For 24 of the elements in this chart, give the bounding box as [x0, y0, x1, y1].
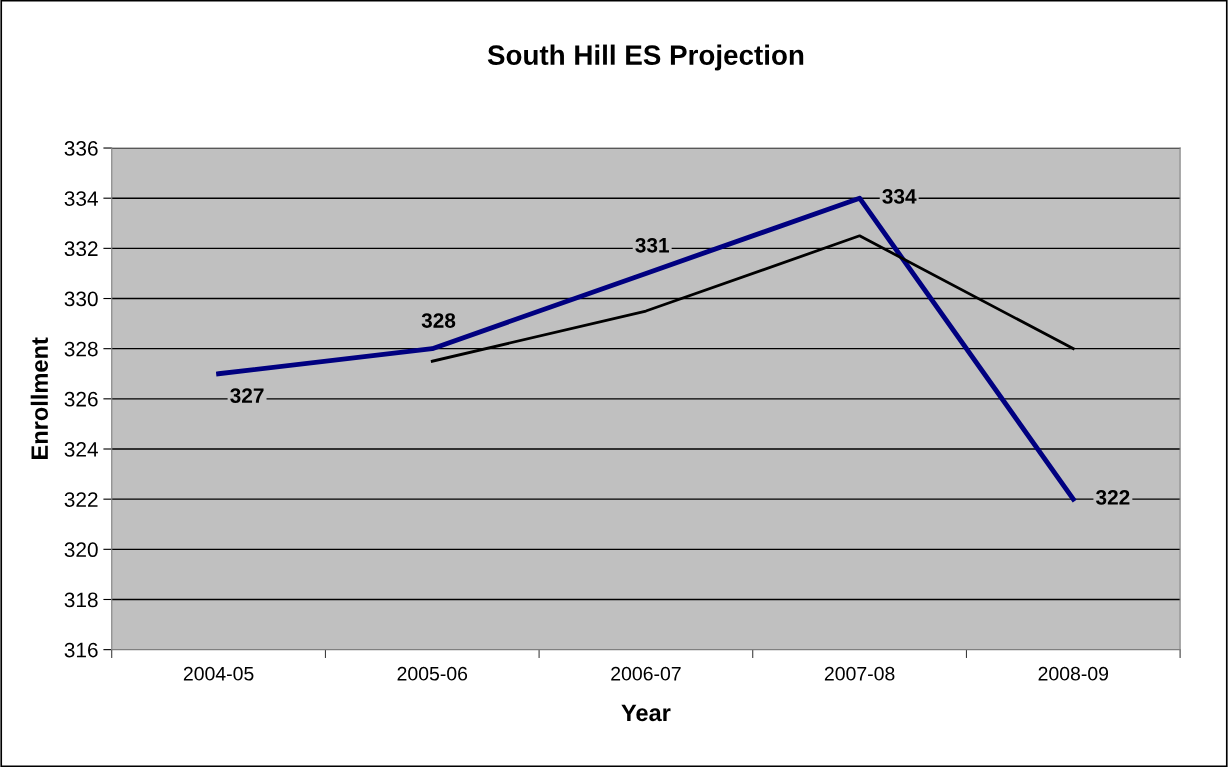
- x-tick-label: 2008-09: [1038, 666, 1109, 681]
- y-tick-label: 330: [64, 291, 98, 307]
- x-tick-label: 2007-08: [824, 666, 895, 681]
- y-tick-label: 316: [64, 642, 98, 658]
- x-tick-label: 2005-06: [397, 666, 468, 681]
- y-tick-label: 322: [64, 492, 98, 507]
- data-label: 328: [421, 313, 456, 328]
- data-label: 322: [1095, 490, 1130, 505]
- y-tick-label: 332: [64, 241, 98, 257]
- x-axis-title: Year: [621, 704, 671, 722]
- x-tick-label: 2004-05: [183, 666, 254, 681]
- y-tick-label: 334: [64, 191, 98, 206]
- x-tick-label: 2006-07: [611, 666, 681, 681]
- y-tick-label: 318: [64, 592, 98, 608]
- y-tick-label: 336: [64, 141, 98, 156]
- data-label: 327: [230, 388, 264, 403]
- y-axis-title: Enrollment: [30, 337, 49, 459]
- y-tick-label: 320: [64, 542, 98, 558]
- y-tick-label: 324: [64, 442, 98, 457]
- y-tick-label: 326: [64, 391, 98, 407]
- chart-title: South Hill ES Projection: [487, 44, 804, 71]
- data-label: 331: [635, 237, 669, 253]
- data-label: 334: [882, 189, 917, 204]
- y-tick-label: 328: [64, 341, 98, 357]
